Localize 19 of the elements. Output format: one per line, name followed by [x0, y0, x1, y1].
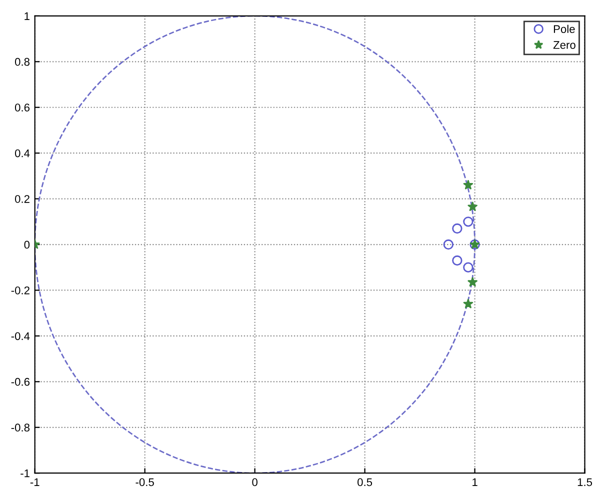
x-tick-label: 1: [472, 478, 478, 486]
y-tick-label: 0.6: [14, 104, 30, 112]
y-tick-label: -1: [20, 469, 30, 478]
x-tick-label: 1.5: [578, 478, 592, 486]
x-tick-label: 0: [252, 478, 258, 486]
legend-label: Zero: [553, 41, 576, 49]
y-tick-label: 0: [24, 240, 30, 249]
y-tick-label: 1: [24, 12, 30, 20]
x-tick-label: 0.5: [358, 478, 372, 486]
x-tick-label: -0.5: [136, 478, 154, 486]
y-tick-label: -0.8: [11, 424, 30, 432]
y-tick-label: -0.6: [11, 378, 30, 386]
legend-label: Pole: [554, 24, 575, 33]
y-tick-label: 0.8: [14, 58, 30, 66]
y-tick-label: -0.4: [11, 332, 30, 340]
y-tick-label: 0.4: [14, 149, 30, 158]
x-tick-label: -1: [30, 478, 40, 486]
y-tick-label: 0.2: [14, 195, 30, 203]
y-tick-label: -0.2: [11, 286, 30, 294]
